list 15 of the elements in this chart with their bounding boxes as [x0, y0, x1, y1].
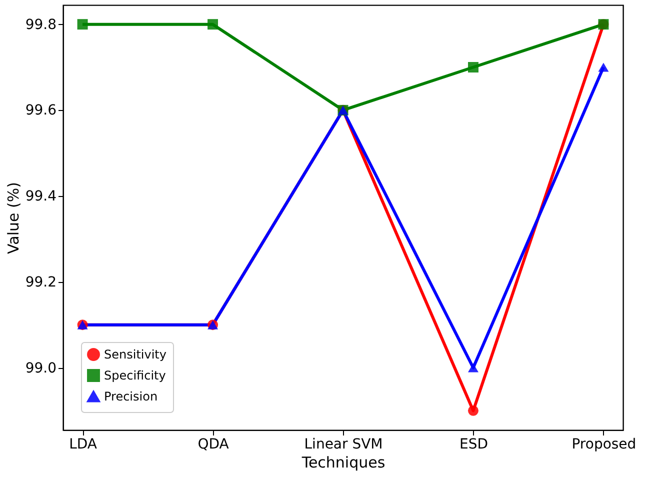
- legend-label: Sensitivity: [104, 348, 166, 362]
- y-tick-label: 99.6: [25, 102, 57, 119]
- x-tick-label: ESD: [459, 436, 488, 452]
- y-tick-label: 99.8: [25, 16, 56, 33]
- y-tick-label: 99.4: [25, 188, 57, 205]
- x-tick-label: LDA: [69, 436, 98, 452]
- legend-label: Precision: [104, 390, 158, 404]
- x-axis-title: Techniques: [300, 454, 386, 472]
- x-tick-label: Linear SVM: [304, 436, 383, 452]
- y-tick-label: 99.0: [25, 360, 56, 376]
- y-tick-label: 99.2: [25, 274, 56, 290]
- x-tick-label: Proposed: [572, 436, 636, 452]
- legend-label: Specificity: [104, 368, 166, 382]
- y-axis-title: Value (%): [4, 182, 22, 254]
- x-tick-label: QDA: [198, 436, 230, 452]
